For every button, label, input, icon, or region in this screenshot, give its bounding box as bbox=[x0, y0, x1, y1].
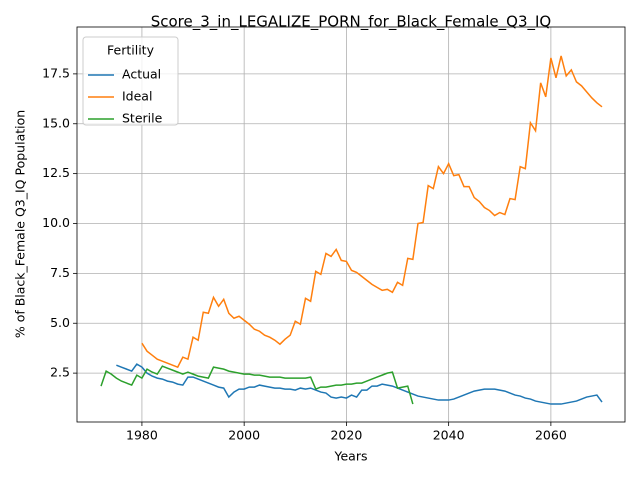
y-tick-label: 12.5 bbox=[42, 165, 70, 180]
y-tick-label: 17.5 bbox=[42, 65, 70, 80]
chart-title: Score_3_in_LEGALIZE_PORN_for_Black_Femal… bbox=[151, 13, 552, 32]
x-tick-label: 1980 bbox=[126, 428, 158, 443]
x-tick-label: 2060 bbox=[535, 428, 567, 443]
y-tick-label: 2.5 bbox=[50, 365, 70, 380]
y-tick-label: 5.0 bbox=[50, 315, 70, 330]
y-tick-label: 7.5 bbox=[50, 265, 70, 280]
y-tick-label: 10.0 bbox=[42, 215, 70, 230]
x-tick-label: 2040 bbox=[433, 428, 465, 443]
legend-label: Sterile bbox=[122, 111, 163, 126]
y-tick-label: 15.0 bbox=[42, 115, 70, 130]
x-tick-label: 2000 bbox=[228, 428, 260, 443]
legend-label: Ideal bbox=[122, 89, 152, 104]
legend-title: Fertility bbox=[107, 43, 155, 58]
x-tick-label: 2020 bbox=[330, 428, 362, 443]
x-axis-label: Years bbox=[334, 449, 368, 464]
series-line bbox=[100, 365, 414, 405]
legend-box bbox=[82, 36, 179, 126]
legend-label: Actual bbox=[122, 67, 161, 82]
series-line bbox=[116, 363, 603, 405]
series-line bbox=[141, 55, 603, 369]
plot-frame bbox=[76, 26, 626, 423]
y-axis-label: % of Black_Female Q3_IQ Population bbox=[13, 110, 28, 338]
